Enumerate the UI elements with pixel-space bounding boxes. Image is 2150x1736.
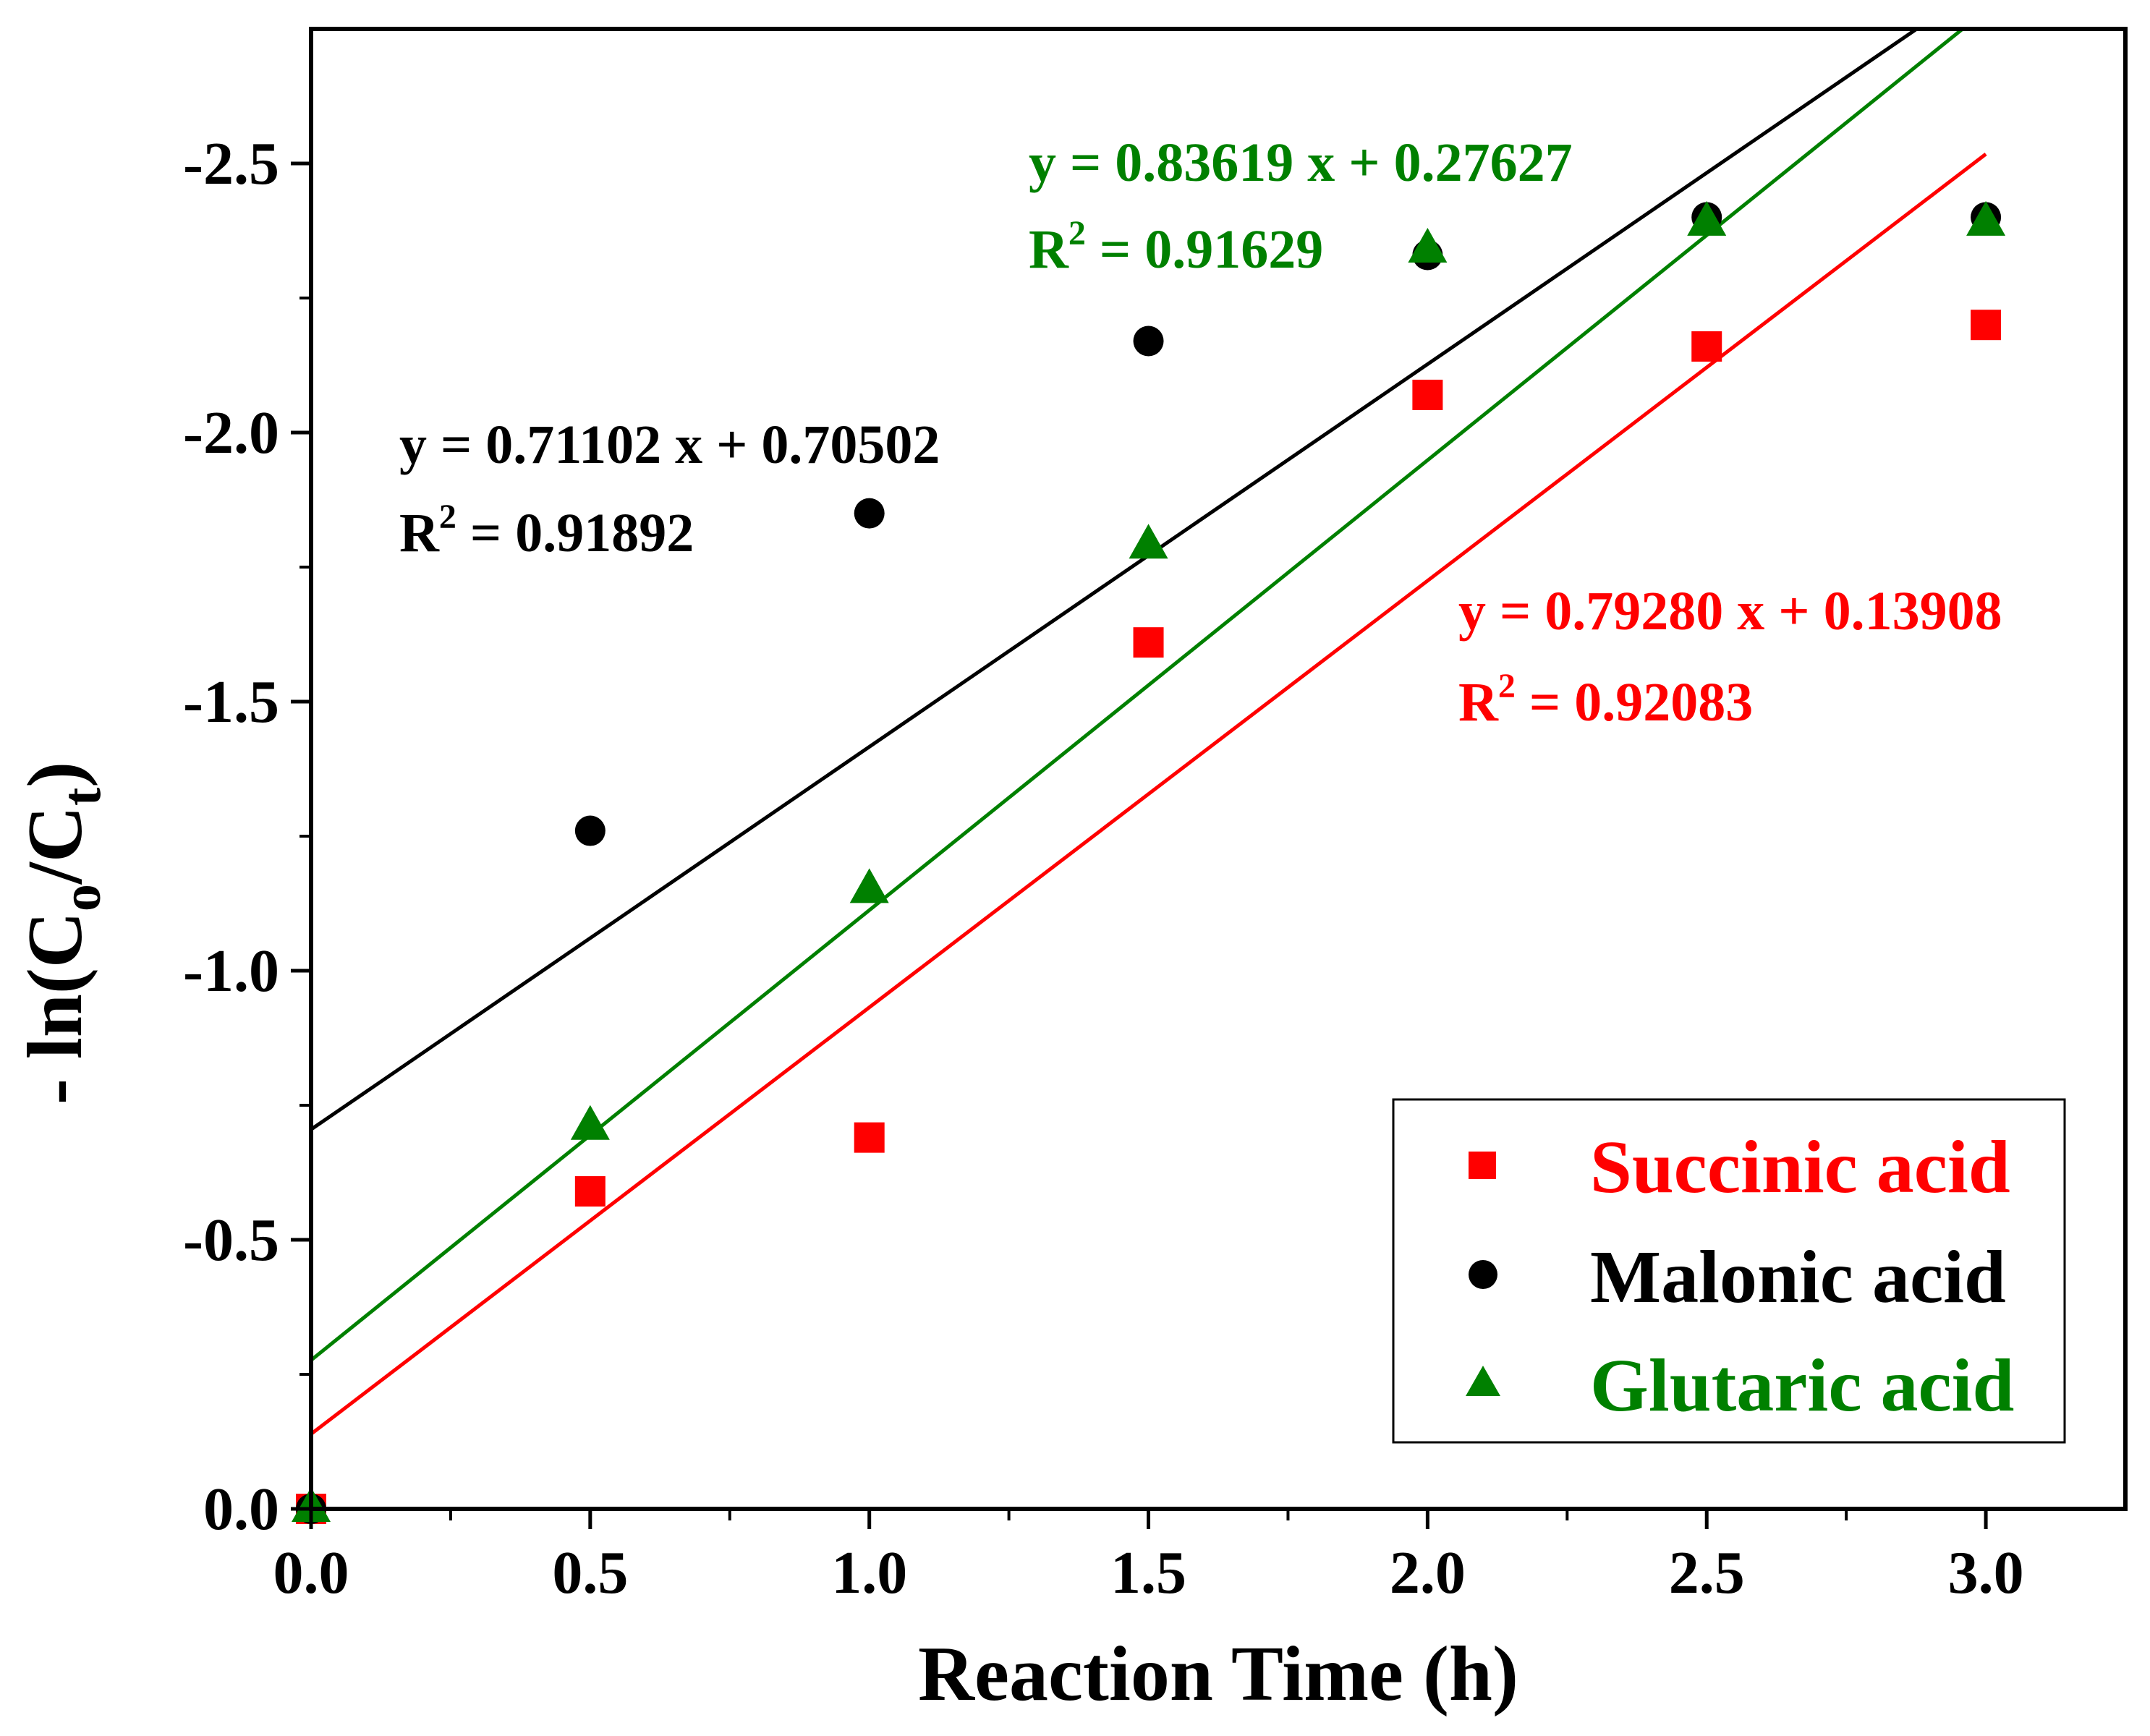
- x-tick-label: 0.5: [552, 1539, 628, 1607]
- glutaric-acid-equation: y = 0.83619 x + 0.27627 R2 = 0.91629: [1029, 132, 1573, 280]
- glutaric-equation-text: y = 0.83619 x + 0.27627: [1029, 132, 1573, 193]
- point-succinic-acid: [854, 1122, 885, 1153]
- point-glutaric-acid: [1687, 200, 1727, 236]
- point-malonic-acid: [854, 498, 885, 529]
- x-tick-label: 2.0: [1390, 1539, 1466, 1607]
- x-axis: 0.0 0.5 1.0 1.5 2.0 2.5 3.0: [273, 1509, 2024, 1607]
- malonic-r2-text: R2 = 0.91892: [399, 498, 694, 563]
- point-succinic-acid: [1412, 379, 1443, 410]
- y-axis-title-suffix: ): [12, 762, 98, 788]
- y-axis-title-sub-o: o: [51, 884, 112, 911]
- glutaric-r2-value: = 0.91629: [1086, 219, 1323, 280]
- x-tick-label: 0.0: [273, 1539, 349, 1607]
- x-tick-label: 3.0: [1948, 1539, 2024, 1607]
- point-succinic-acid: [1133, 627, 1164, 658]
- legend-square-marker: [1469, 1152, 1496, 1179]
- y-tick-label: -1.5: [183, 668, 279, 736]
- point-glutaric-acid: [849, 868, 889, 903]
- point-glutaric-acid: [1129, 524, 1168, 559]
- x-tick-label: 1.5: [1110, 1539, 1186, 1607]
- x-axis-title: Reaction Time (h): [918, 1631, 1518, 1717]
- point-malonic-acid: [1133, 326, 1164, 357]
- point-glutaric-acid: [1966, 200, 2006, 236]
- succinic-acid-equation: y = 0.79280 x + 0.13908 R2 = 0.92083: [1458, 581, 2002, 733]
- legend-label-succinic: Succinic acid: [1590, 1126, 2010, 1209]
- y-axis-title-mid: /C: [12, 806, 98, 885]
- succinic-equation-text: y = 0.79280 x + 0.13908: [1458, 581, 2002, 642]
- plot-frame: [309, 27, 2128, 1511]
- y-tick-label: -2.5: [183, 130, 279, 197]
- malonic-r2-value: = 0.91892: [456, 503, 694, 563]
- point-malonic-acid: [574, 815, 606, 846]
- succinic-r2-prefix: R: [1458, 672, 1499, 733]
- point-glutaric-acid: [1408, 228, 1448, 263]
- legend-circle-marker: [1469, 1260, 1497, 1289]
- succinic-r2-text: R2 = 0.92083: [1458, 667, 1753, 733]
- legend-label-glutaric: Glutaric acid: [1590, 1344, 2014, 1427]
- glutaric-r2-text: R2 = 0.91629: [1029, 214, 1323, 280]
- data-markers: [292, 200, 2006, 1524]
- x-tick-label: 2.5: [1669, 1539, 1745, 1607]
- glutaric-r2-prefix: R: [1029, 219, 1069, 280]
- point-succinic-acid: [1971, 310, 2002, 341]
- legend-label-malonic: Malonic acid: [1590, 1235, 2006, 1319]
- legend-item-succinic: Succinic acid: [1469, 1126, 2010, 1209]
- succinic-r2-value: = 0.92083: [1516, 672, 1753, 733]
- y-tick-label: -2.0: [183, 399, 279, 467]
- y-tick-label: -1.0: [183, 937, 279, 1005]
- malonic-r2-sup: 2: [439, 498, 456, 536]
- legend-box: [1392, 1098, 2066, 1444]
- malonic-equation-text: y = 0.71102 x + 0.70502: [399, 414, 940, 475]
- y-tick-label: -0.5: [183, 1207, 279, 1274]
- fit-line-succinic-acid: [311, 153, 1987, 1436]
- legend-triangle-marker: [1466, 1366, 1500, 1396]
- malonic-acid-equation: y = 0.71102 x + 0.70502 R2 = 0.91892: [399, 414, 940, 563]
- y-axis-title-prefix: - ln(C: [12, 911, 98, 1105]
- point-succinic-acid: [1691, 331, 1722, 362]
- legend: Succinic acid Malonic acid Glutaric acid: [1392, 1098, 2066, 1444]
- legend-item-malonic: Malonic acid: [1469, 1235, 2006, 1319]
- point-glutaric-acid: [570, 1105, 610, 1140]
- point-succinic-acid: [574, 1176, 606, 1207]
- y-tick-label: 0.0: [203, 1476, 279, 1543]
- malonic-r2-prefix: R: [399, 503, 440, 563]
- svg-text:- ln(Co/Ct): - ln(Co/Ct): [12, 762, 112, 1105]
- y-axis-title-sub-t: t: [51, 788, 112, 806]
- y-axis: 0.0 -0.5 -1.0 -1.5 -2.0 -2.5: [183, 130, 311, 1543]
- legend-item-glutaric: Glutaric acid: [1466, 1344, 2014, 1427]
- y-axis-title: - ln(Co/Ct): [12, 762, 112, 1105]
- succinic-r2-sup: 2: [1498, 667, 1516, 705]
- glutaric-r2-sup: 2: [1068, 214, 1086, 252]
- x-tick-label: 1.0: [831, 1539, 907, 1607]
